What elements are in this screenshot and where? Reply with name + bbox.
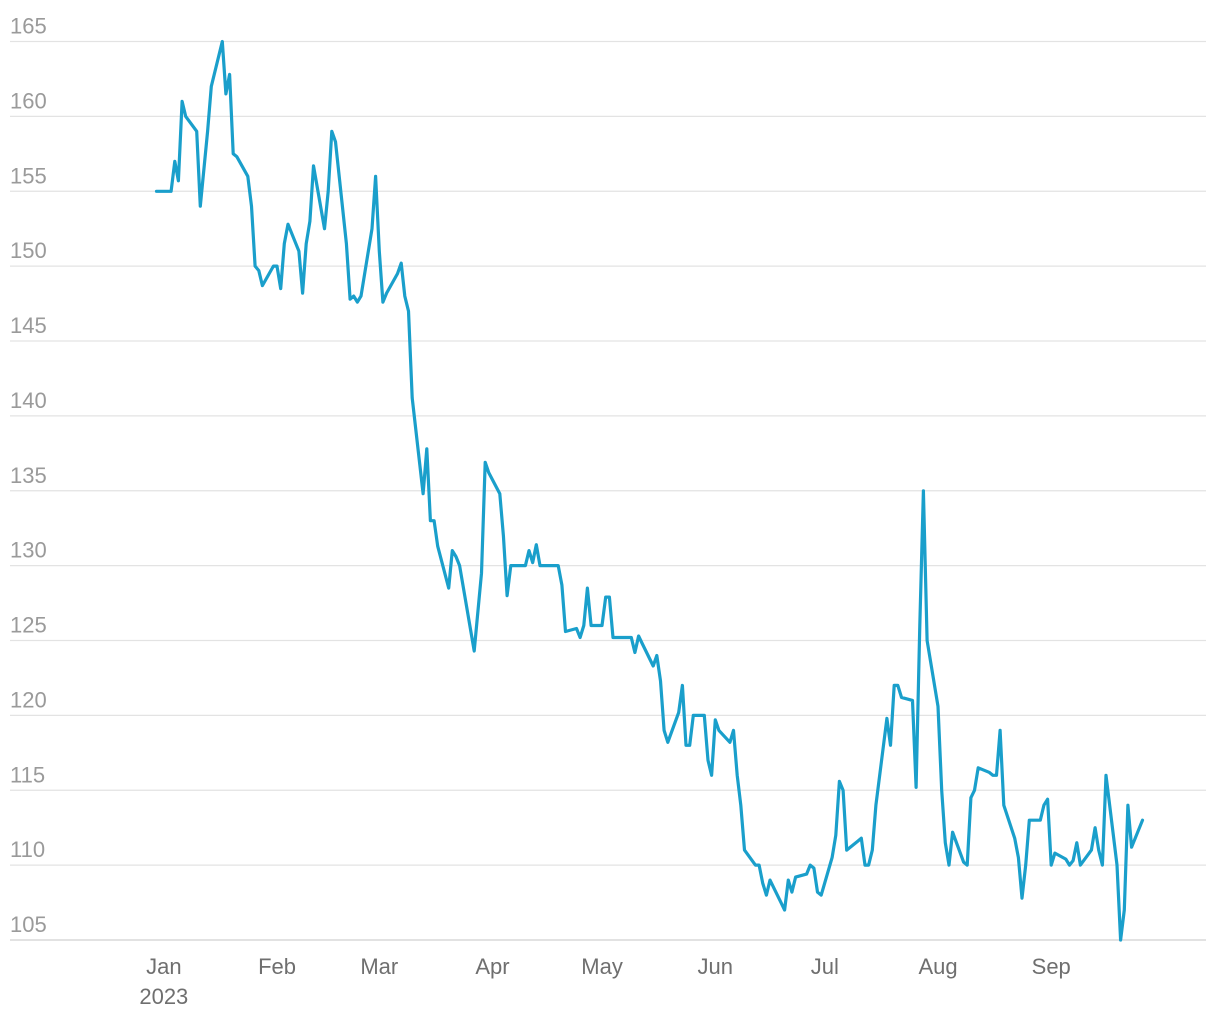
y-tick-label-165: 165 — [10, 14, 47, 39]
y-tick-label-110: 110 — [10, 837, 45, 862]
y-tick-label-135: 135 — [10, 463, 47, 488]
y-tick-label-150: 150 — [10, 238, 47, 263]
y-tick-label-125: 125 — [10, 613, 47, 638]
x-tick-label-apr: Apr — [475, 954, 509, 979]
series-layer — [154, 39, 1145, 942]
x-tick-label-may: May — [581, 954, 623, 979]
y-tick-label-145: 145 — [10, 313, 47, 338]
x-tick-label-jul: Jul — [811, 954, 839, 979]
x-tick-label-sep: Sep — [1032, 954, 1071, 979]
x-tick-label-mar: Mar — [360, 954, 398, 979]
series-line-0 — [154, 39, 1145, 942]
y-tick-label-140: 140 — [10, 388, 47, 413]
y-axis-tick-labels: 105 110 115 120 125 130 135 140 145 150 155 160 165 — [10, 14, 47, 938]
x-tick-sublabel-year: 2023 — [139, 984, 188, 1009]
x-tick-label-jan: Jan — [146, 954, 181, 979]
y-tick-label-155: 155 — [10, 163, 47, 188]
y-tick-label-160: 160 — [10, 88, 47, 113]
x-tick-label-feb: Feb — [258, 954, 296, 979]
x-axis-tick-labels: Jan 2023 Feb Mar Apr May Jun Jul Aug Sep — [139, 954, 1070, 1009]
x-tick-label-aug: Aug — [918, 954, 957, 979]
x-tick-label-jun: Jun — [698, 954, 733, 979]
y-tick-label-105: 105 — [10, 912, 47, 937]
y-tick-label-130: 130 — [10, 538, 47, 563]
y-tick-label-115: 115 — [10, 762, 45, 787]
gridlines — [10, 40, 1206, 941]
y-tick-label-120: 120 — [10, 687, 47, 712]
